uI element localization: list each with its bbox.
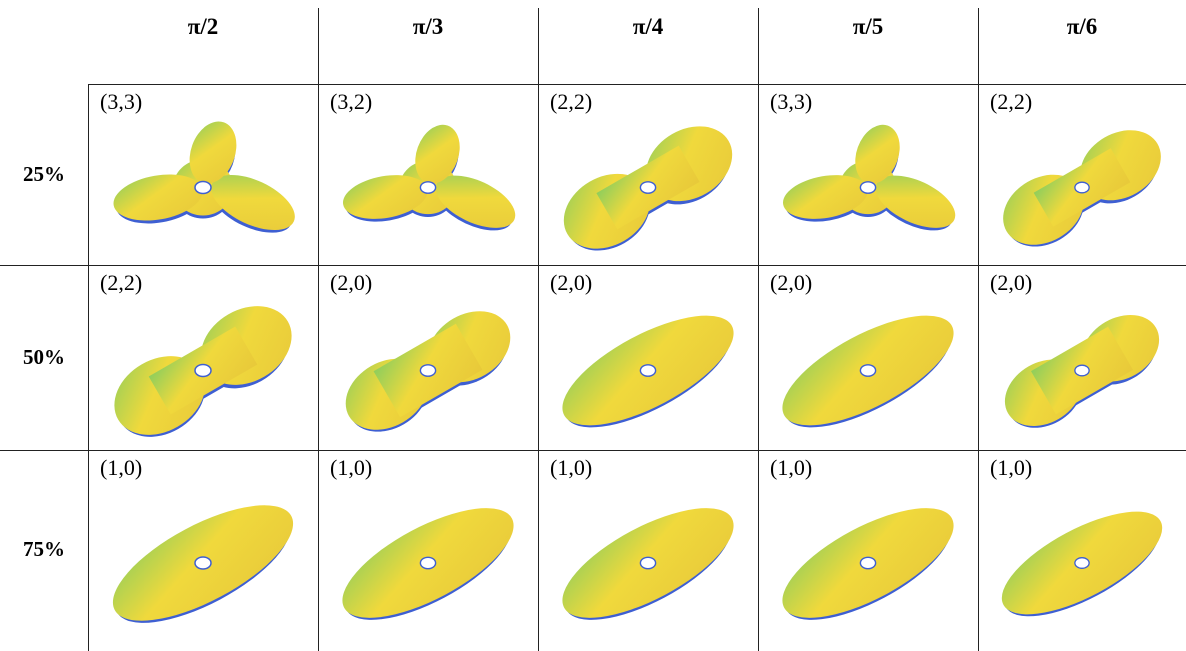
cell-label: (1,0) <box>990 455 1032 481</box>
mesh-render <box>993 296 1171 445</box>
mesh-render <box>773 115 963 260</box>
column-header: π/2 <box>88 14 318 40</box>
cell-label: (3,2) <box>330 89 372 115</box>
cell-label: (1,0) <box>770 455 812 481</box>
cell-label: (2,2) <box>990 89 1032 115</box>
cell-label: (2,0) <box>550 270 592 296</box>
mesh-render <box>553 481 743 645</box>
column-rule <box>978 8 979 651</box>
mesh-render <box>553 115 743 260</box>
mesh-render <box>773 296 963 445</box>
mesh-render <box>103 481 303 645</box>
cell-label: (2,0) <box>330 270 372 296</box>
mesh-render <box>333 296 523 445</box>
column-rule <box>538 8 539 651</box>
mesh-render <box>553 296 743 445</box>
column-header: π/5 <box>758 14 978 40</box>
cell-label: (2,0) <box>770 270 812 296</box>
cell-label: (3,3) <box>770 89 812 115</box>
cell-label: (2,2) <box>550 89 592 115</box>
row-header: 25% <box>0 162 88 187</box>
row-rule <box>0 265 1186 266</box>
mesh-render <box>333 481 523 645</box>
cell-label: (3,3) <box>100 89 142 115</box>
column-rule <box>318 8 319 651</box>
column-header: π/3 <box>318 14 538 40</box>
cell-label: (1,0) <box>100 455 142 481</box>
mesh-render <box>103 296 303 445</box>
column-rule <box>758 8 759 651</box>
column-header: π/4 <box>538 14 758 40</box>
mesh-render <box>103 115 303 260</box>
column-rule <box>88 84 89 651</box>
mesh-render <box>993 481 1171 645</box>
row-header: 50% <box>0 345 88 370</box>
cell-label: (2,2) <box>100 270 142 296</box>
cell-label: (2,0) <box>990 270 1032 296</box>
column-header: π/6 <box>978 14 1186 40</box>
figure-table: π/2π/3π/4π/5π/6 25% (3,3) (3,2) (2,2) (3,3) (2… <box>0 0 1186 651</box>
header-rule <box>88 84 1186 85</box>
row-header: 75% <box>0 537 88 562</box>
mesh-render <box>993 115 1171 260</box>
row-rule <box>0 450 1186 451</box>
cell-label: (1,0) <box>330 455 372 481</box>
mesh-render <box>773 481 963 645</box>
mesh-render <box>333 115 523 260</box>
cell-label: (1,0) <box>550 455 592 481</box>
